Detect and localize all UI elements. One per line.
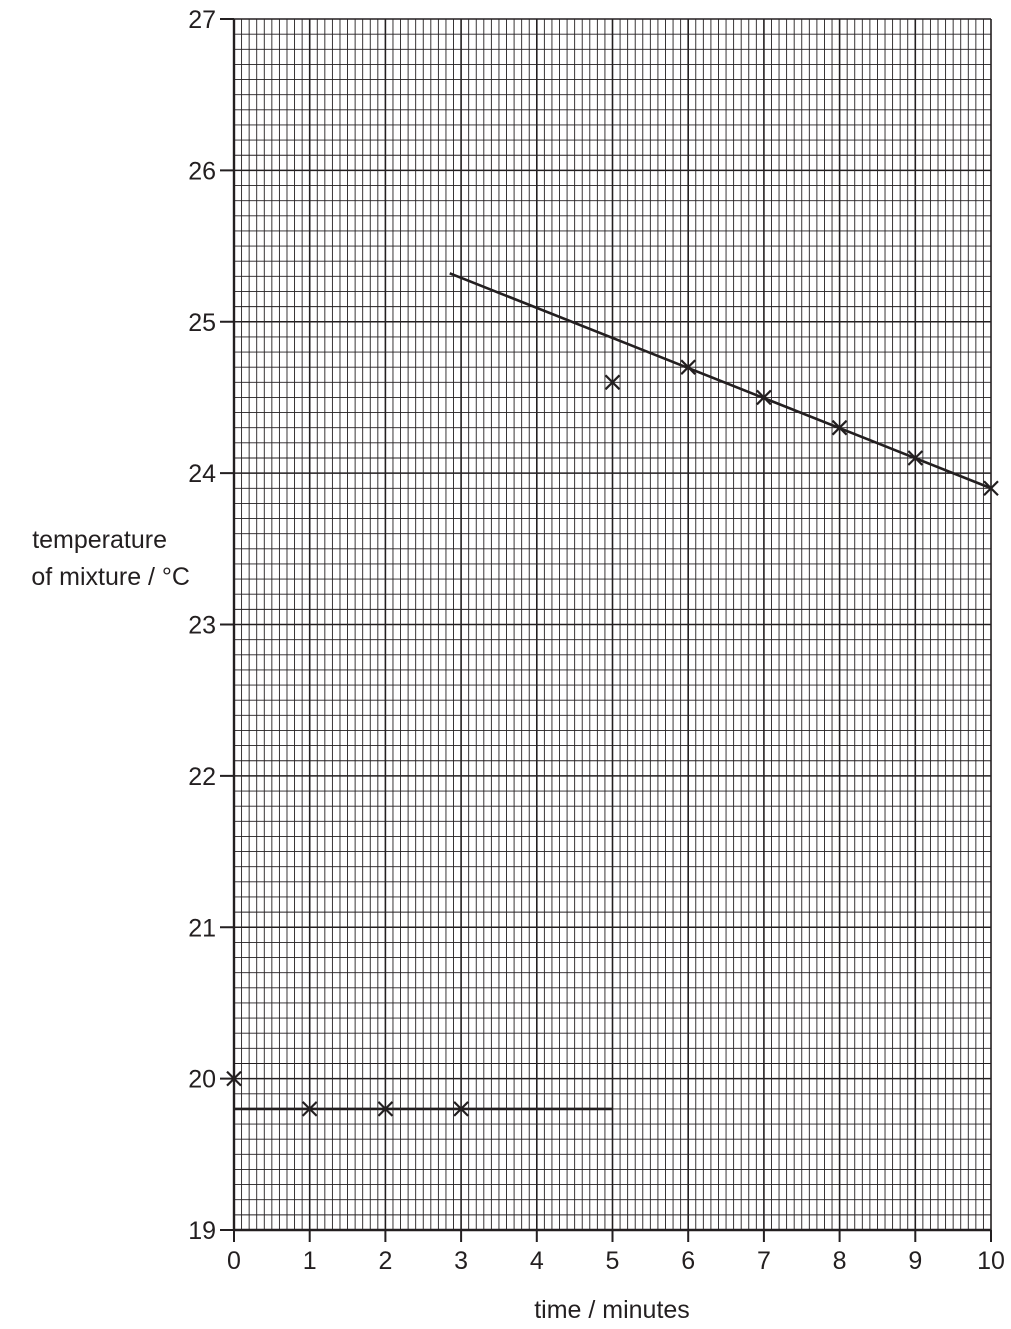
cross-stroke xyxy=(377,1101,394,1117)
data-point xyxy=(907,450,924,466)
data-point xyxy=(604,374,621,391)
y-tick-label: 27 xyxy=(188,6,216,34)
x-tick-label: 7 xyxy=(757,1247,771,1275)
x-axis-label: time / minutes xyxy=(534,1296,690,1324)
y-tick-label: 25 xyxy=(188,309,216,337)
x-tick-label: 4 xyxy=(530,1247,544,1275)
cross-stroke xyxy=(983,480,999,497)
cross-stroke xyxy=(907,450,924,466)
major-grid xyxy=(233,18,992,1231)
data-point xyxy=(680,359,696,375)
axis-labels: temperature of mixture / °C time / minut… xyxy=(31,526,689,1324)
y-tick-label: 24 xyxy=(188,460,216,488)
data-points xyxy=(226,359,999,1117)
data-point xyxy=(756,389,772,406)
y-tick-label: 21 xyxy=(188,914,216,942)
y-tick-label: 26 xyxy=(188,157,216,185)
x-tick-label: 6 xyxy=(681,1247,695,1275)
cross-stroke xyxy=(680,359,696,375)
x-tick-label: 2 xyxy=(378,1247,392,1275)
best-fit-lines xyxy=(234,272,992,1111)
data-point xyxy=(983,480,999,497)
x-tick-label: 0 xyxy=(227,1247,241,1275)
data-point xyxy=(377,1101,394,1117)
x-tick-labels: 0 1 2 3 4 5 6 7 8 9 10 xyxy=(227,1230,1005,1275)
data-point xyxy=(831,419,848,436)
cross-stroke xyxy=(756,389,772,406)
x-tick-label: 9 xyxy=(908,1247,922,1275)
data-point xyxy=(226,1070,242,1087)
x-tick-label: 1 xyxy=(303,1247,317,1275)
y-tick-labels: 19 20 21 22 23 24 25 26 27 xyxy=(188,6,234,1245)
cross-stroke xyxy=(831,419,848,436)
x-tick-label: 8 xyxy=(833,1247,847,1275)
data-point xyxy=(301,1101,318,1117)
cross-stroke xyxy=(226,1070,242,1087)
best-fit-line xyxy=(449,272,992,490)
data-point xyxy=(453,1101,469,1117)
y-tick-label: 20 xyxy=(188,1066,216,1094)
cross-stroke xyxy=(301,1101,318,1117)
x-tick-label: 3 xyxy=(454,1247,468,1275)
y-tick-label: 22 xyxy=(188,763,216,791)
cross-stroke xyxy=(604,374,621,391)
y-tick-label: 23 xyxy=(188,612,216,640)
x-tick-label: 10 xyxy=(977,1247,1005,1275)
y-axis-label-line-1: temperature xyxy=(32,526,167,554)
cross-stroke xyxy=(453,1101,469,1117)
x-tick-label: 5 xyxy=(606,1247,620,1275)
y-tick-label: 19 xyxy=(188,1217,216,1245)
y-axis-label-line-2: of mixture / °C xyxy=(31,563,190,591)
